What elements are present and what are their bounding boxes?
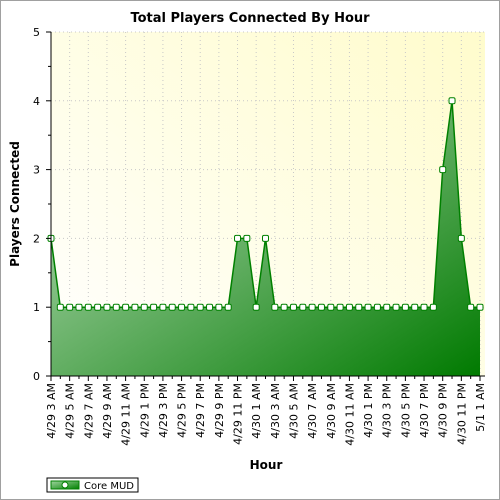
data-point — [159, 303, 167, 311]
data-point — [94, 303, 102, 311]
data-point — [178, 303, 186, 311]
data-point — [457, 234, 465, 242]
data-point — [131, 303, 139, 311]
data-point — [327, 303, 335, 311]
x-tick-label: 4/29 3 AM — [45, 383, 58, 439]
data-point — [439, 166, 447, 174]
x-tick-label: 4/29 7 PM — [194, 383, 207, 438]
data-point — [252, 303, 260, 311]
x-tick-label: 4/29 1 PM — [138, 383, 151, 438]
x-tick-label: 4/29 5 AM — [64, 383, 77, 439]
x-tick-label: 4/30 9 AM — [325, 383, 338, 439]
y-axis-ticks: 0 1 2 3 4 5 — [33, 26, 51, 383]
data-point — [429, 303, 437, 311]
data-point — [103, 303, 111, 311]
data-point — [355, 303, 363, 311]
y-tick-label: 5 — [33, 26, 40, 39]
data-point — [476, 303, 484, 311]
data-point — [168, 303, 176, 311]
data-point — [401, 303, 409, 311]
x-tick-label: 4/30 5 AM — [287, 383, 300, 439]
x-tick-label: 4/30 9 PM — [437, 383, 450, 438]
y-tick-label: 4 — [33, 95, 40, 108]
data-point — [215, 303, 223, 311]
data-point — [373, 303, 381, 311]
x-tick-label: 4/29 5 PM — [176, 383, 189, 438]
y-tick-label: 2 — [33, 232, 40, 245]
data-point — [243, 234, 251, 242]
x-tick-label: 4/30 11 PM — [455, 383, 468, 445]
data-point — [122, 303, 130, 311]
x-tick-label: 4/29 9 PM — [213, 383, 226, 438]
data-point — [196, 303, 204, 311]
legend-label-core-mud: Core MUD — [84, 481, 134, 492]
y-tick-label: 0 — [33, 370, 40, 383]
data-point — [299, 303, 307, 311]
y-axis-label: Players Connected — [8, 141, 22, 267]
data-point — [308, 303, 316, 311]
data-point — [206, 303, 214, 311]
data-point — [392, 303, 400, 311]
x-tick-label: 5/1 1 AM — [474, 383, 487, 432]
data-point — [75, 303, 83, 311]
data-point — [383, 303, 391, 311]
data-point — [187, 303, 195, 311]
x-tick-label: 4/29 3 PM — [157, 383, 170, 438]
data-point — [262, 234, 269, 242]
data-point — [336, 303, 344, 311]
data-point — [234, 234, 242, 242]
x-tick-label: 4/30 7 PM — [418, 383, 431, 438]
x-tick-label: 4/29 11 AM — [120, 383, 133, 446]
data-point — [345, 303, 353, 311]
data-point — [317, 303, 325, 311]
y-tick-label: 1 — [33, 301, 40, 314]
data-point — [84, 303, 92, 311]
x-tick-label: 4/29 7 AM — [82, 383, 95, 439]
x-axis-ticks: 4/29 3 AM 4/29 5 AM 4/29 7 AM 4/29 9 AM 4/29… — [45, 376, 487, 446]
x-tick-label: 4/30 1 PM — [362, 383, 375, 438]
x-tick-label: 4/30 3 PM — [381, 383, 394, 438]
legend: Core MUD — [46, 477, 139, 493]
data-point — [271, 303, 279, 311]
data-point — [289, 303, 297, 311]
data-point — [56, 303, 64, 311]
data-point — [420, 303, 428, 311]
x-tick-label: 4/30 5 PM — [399, 383, 412, 438]
data-point — [364, 303, 372, 311]
chart-title: Total Players Connected By Hour — [130, 11, 370, 26]
data-point — [280, 303, 288, 311]
data-point — [150, 303, 158, 311]
data-point — [467, 303, 475, 311]
data-point — [411, 303, 419, 311]
x-tick-label: 4/30 3 AM — [269, 383, 282, 439]
x-axis-label: Hour — [250, 458, 283, 472]
x-tick-label: 4/30 1 AM — [250, 383, 263, 439]
x-tick-label: 4/30 11 AM — [343, 383, 356, 446]
x-tick-label: 4/29 9 AM — [101, 383, 114, 439]
x-tick-label: 4/30 7 AM — [306, 383, 319, 439]
data-point — [448, 97, 456, 105]
legend-marker-core-mud — [61, 481, 69, 489]
x-tick-label: 4/29 11 PM — [232, 383, 245, 445]
data-point — [224, 303, 232, 311]
y-tick-label: 3 — [33, 164, 40, 177]
data-point — [66, 303, 74, 311]
data-point — [112, 303, 120, 311]
data-point — [140, 303, 148, 311]
